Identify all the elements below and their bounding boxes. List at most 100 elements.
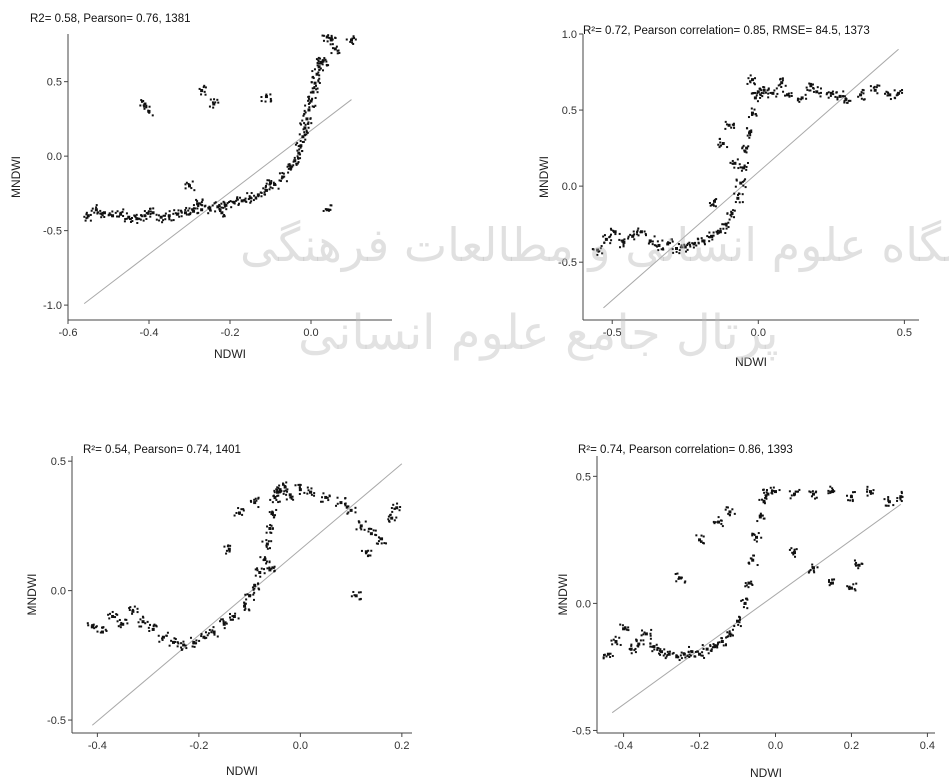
data-point: [657, 243, 661, 247]
data-point: [836, 98, 839, 101]
data-point: [174, 640, 177, 643]
data-point: [290, 497, 293, 500]
data-point: [379, 537, 382, 540]
data-point: [773, 89, 776, 92]
data-point: [724, 127, 727, 130]
data-point: [287, 167, 290, 170]
data-point: [651, 650, 654, 653]
data-point: [313, 494, 316, 497]
data-point: [901, 495, 904, 498]
data-point: [619, 643, 622, 646]
data-point: [831, 578, 834, 581]
data-point: [788, 94, 791, 97]
data-point: [691, 242, 694, 245]
data-point: [266, 525, 269, 528]
data-point: [753, 538, 756, 541]
data-point: [667, 652, 671, 656]
data-point: [250, 197, 253, 200]
data-point: [901, 91, 904, 94]
reference-line: [603, 48, 899, 309]
data-point: [748, 562, 751, 565]
data-point: [893, 96, 896, 99]
data-point: [724, 120, 727, 123]
data-point: [272, 516, 275, 519]
data-point: [317, 65, 321, 69]
data-point: [326, 496, 329, 499]
data-point: [119, 212, 123, 216]
data-point: [367, 554, 370, 557]
data-point: [299, 146, 302, 149]
data-point: [788, 548, 791, 551]
data-point: [121, 622, 125, 626]
data-point: [302, 128, 305, 131]
data-point: [307, 99, 310, 102]
data-point: [188, 184, 191, 188]
data-point: [231, 618, 234, 621]
data-point: [264, 193, 267, 196]
data-point: [190, 187, 193, 190]
data-point: [380, 542, 383, 545]
data-point: [322, 492, 325, 495]
data-point: [180, 642, 183, 645]
data-point: [288, 164, 291, 167]
data-point: [143, 103, 146, 106]
data-point: [687, 651, 690, 654]
data-point: [277, 491, 280, 494]
data-point: [353, 36, 356, 39]
data-point: [277, 494, 280, 497]
data-point: [853, 588, 856, 591]
data-point: [298, 148, 301, 151]
data-point: [223, 203, 226, 206]
data-point: [664, 657, 667, 660]
data-point: [268, 526, 272, 530]
data-point: [207, 206, 210, 209]
data-point: [900, 490, 903, 493]
data-point: [213, 633, 216, 636]
data-point: [116, 613, 119, 616]
data-point: [276, 488, 279, 491]
data-point: [884, 92, 887, 95]
data-point: [764, 91, 767, 94]
data-point: [869, 85, 872, 88]
data-point: [168, 216, 171, 219]
data-point: [700, 534, 703, 537]
chart-title: R²= 0.54, Pearson= 0.74, 1401: [83, 444, 241, 456]
data-point: [220, 211, 224, 215]
data-point: [183, 211, 187, 215]
data-point: [688, 243, 691, 246]
data-point: [730, 126, 733, 129]
data-point: [197, 204, 200, 207]
data-point: [338, 51, 341, 54]
data-point: [314, 96, 317, 99]
data-point: [781, 79, 784, 82]
data-point: [289, 166, 293, 170]
data-point: [360, 528, 363, 531]
data-point: [270, 99, 273, 102]
data-point: [292, 498, 295, 501]
data-point: [298, 483, 301, 486]
data-point: [733, 512, 736, 515]
data-point: [139, 218, 142, 221]
data-point: [736, 619, 740, 623]
data-point: [853, 559, 856, 562]
data-point: [256, 569, 259, 572]
data-point: [619, 623, 622, 626]
data-point: [264, 557, 267, 560]
data-point: [305, 129, 308, 132]
data-point: [392, 503, 395, 506]
data-point: [211, 204, 214, 207]
data-point: [273, 497, 276, 500]
data-point: [756, 90, 760, 94]
x-tick-label: 0.2: [394, 740, 409, 752]
data-point: [85, 213, 88, 216]
data-point: [747, 116, 750, 119]
data-point: [636, 231, 639, 234]
data-point: [899, 90, 902, 93]
data-point: [755, 94, 758, 97]
data-point: [208, 105, 211, 108]
data-point: [653, 235, 656, 238]
data-point: [304, 104, 307, 107]
data-point: [756, 100, 759, 103]
data-point: [716, 646, 719, 649]
data-point: [719, 227, 722, 230]
